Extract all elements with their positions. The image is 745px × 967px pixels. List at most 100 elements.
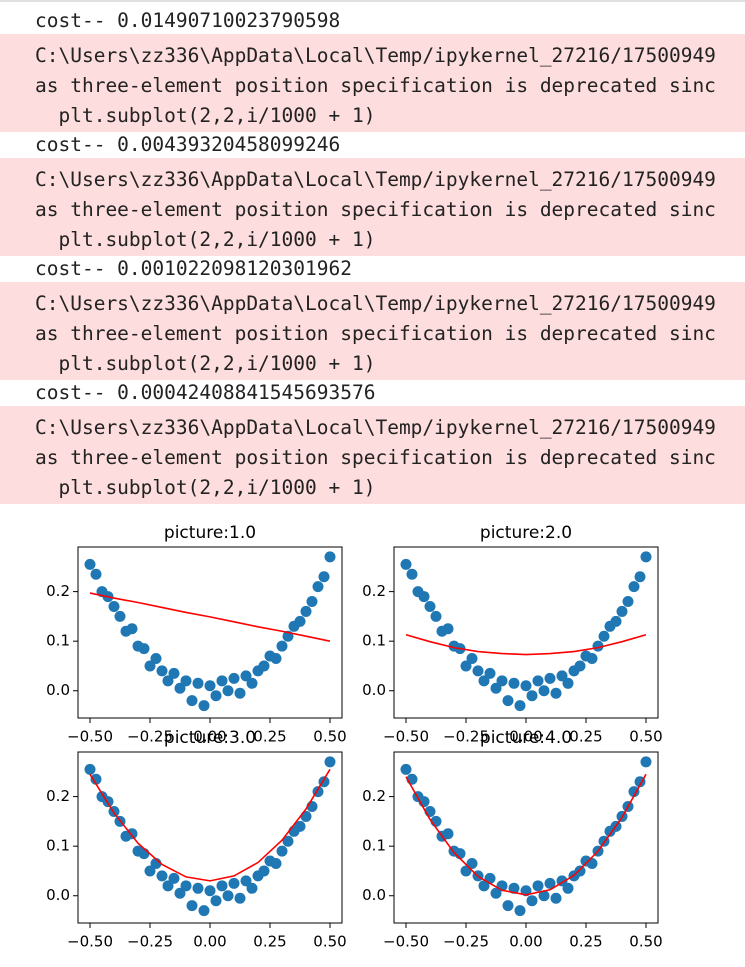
output-line: cost-- 0.00042408841545693576 <box>35 381 376 404</box>
output-line: as three-element position specification … <box>35 322 716 345</box>
x-tick-label: 0.50 <box>313 728 346 746</box>
subplot: picture:1.0 −0.50 −0.25 0.00 0.25 0.50 0.0 0.1 0… <box>46 523 347 746</box>
output-line: as three-element position specification … <box>35 446 716 469</box>
scatter-point <box>90 568 102 580</box>
y-tick-label: 0.2 <box>46 582 70 600</box>
scatter-point <box>294 615 306 627</box>
subplot-title: picture:3.0 <box>164 728 256 748</box>
scatter-point <box>544 877 556 889</box>
scatter-point <box>550 892 562 904</box>
scatter-point <box>216 675 228 687</box>
output-area: cost-- 0.01490710023790598 C:\Users\zz336… <box>0 2 745 504</box>
y-tick-label: 0.1 <box>46 632 70 650</box>
scatter-point <box>270 858 282 870</box>
scatter-point <box>228 672 240 684</box>
scatter-point <box>400 558 412 570</box>
axes-frame <box>77 546 343 719</box>
fit-line <box>405 773 647 896</box>
subplot: picture:2.0 −0.50 −0.25 0.00 0.25 0.50 0.0 0.1 0… <box>362 523 663 746</box>
scatter-point <box>598 630 610 642</box>
output-line: C:\Users\zz336\AppData\Local\Temp/ipyker… <box>35 416 716 439</box>
scatter-point <box>234 892 246 904</box>
scatter-point <box>466 858 478 870</box>
scatter-point <box>174 887 186 899</box>
x-tick-label: −0.25 <box>443 728 489 746</box>
scatter-point <box>496 675 508 687</box>
scatter-point <box>514 905 526 917</box>
scatter-point <box>562 677 574 689</box>
x-tick-label: 0.25 <box>569 728 602 746</box>
output-line: plt.subplot(2,2,i/1000 + 1) <box>35 104 376 127</box>
scatter-point <box>168 667 180 679</box>
x-tick-label: 0.25 <box>253 933 286 951</box>
scatter-point <box>520 680 532 692</box>
figure: picture:1.0 −0.50 −0.25 0.00 0.25 0.50 0.0 0.1 0… <box>46 523 663 951</box>
scatter-point <box>484 667 496 679</box>
x-tick-label: 0.00 <box>193 728 226 746</box>
scatter-point <box>270 653 282 665</box>
x-tick-label: −0.25 <box>127 728 173 746</box>
scatter-point <box>246 882 258 894</box>
scatter-point <box>460 660 472 672</box>
y-tick-label: 0.0 <box>362 681 386 699</box>
x-tick-label: −0.50 <box>67 933 113 951</box>
scatter-point <box>90 773 102 785</box>
scatter-point <box>198 905 210 917</box>
output-line: plt.subplot(2,2,i/1000 + 1) <box>35 352 376 375</box>
output-line: C:\Users\zz336\AppData\Local\Temp/ipyker… <box>35 44 716 67</box>
scatter-point <box>574 660 586 672</box>
fit-line <box>405 633 647 656</box>
scatter-point <box>216 880 228 892</box>
scatter-point <box>144 865 156 877</box>
scatter-point <box>502 900 514 912</box>
scatter-point <box>538 685 550 697</box>
y-tick-label: 0.0 <box>46 886 70 904</box>
scatter-point <box>318 571 330 583</box>
scatter-point <box>532 880 544 892</box>
scatter-point <box>640 551 652 563</box>
scatter-point <box>484 872 496 884</box>
subplot-title: picture:4.0 <box>480 728 572 748</box>
scatter-point <box>556 670 568 682</box>
scatter-point <box>538 890 550 902</box>
scatter-point <box>186 900 198 912</box>
scatter-point <box>186 695 198 707</box>
y-tick-label: 0.1 <box>46 837 70 855</box>
scatter-point <box>108 600 120 612</box>
subplot: picture:4.0 −0.50 −0.25 0.00 0.25 0.50 0.0 0.1 0… <box>362 728 663 951</box>
output-line: plt.subplot(2,2,i/1000 + 1) <box>35 476 376 499</box>
scatter-point <box>222 890 234 902</box>
y-tick-label: 0.1 <box>362 632 386 650</box>
x-tick-label: −0.50 <box>67 728 113 746</box>
scatter-point <box>628 581 640 593</box>
scatter-point <box>622 596 634 608</box>
scatter-point <box>228 877 240 889</box>
scatter-point <box>276 640 288 652</box>
scatter-point <box>628 786 640 798</box>
stdout-output: cost-- 0.001022098120301962 <box>35 256 745 282</box>
scatter-point <box>258 865 270 877</box>
scatter-point <box>514 700 526 712</box>
scatter-point <box>616 605 628 617</box>
scatter-point <box>138 643 150 655</box>
scatter-point <box>562 882 574 894</box>
scatter-point <box>312 581 324 593</box>
scatter-point <box>300 605 312 617</box>
scatter-point <box>430 610 442 622</box>
subplot: picture:3.0 −0.50 −0.25 0.00 0.25 0.50 0.0 0.1 0… <box>46 728 347 951</box>
scatter-point <box>418 591 430 603</box>
scatter-point <box>204 680 216 692</box>
axes-frame <box>77 751 343 924</box>
scatter-point <box>640 756 652 768</box>
fit-line <box>89 768 331 882</box>
stderr-output: C:\Users\zz336\AppData\Local\Temp/ipyker… <box>0 406 745 504</box>
scatter-point <box>526 690 538 702</box>
scatter-point <box>478 880 490 892</box>
scatter-point <box>472 665 484 677</box>
x-tick-label: −0.25 <box>127 933 173 951</box>
scatter-point <box>282 835 294 847</box>
scatter-point <box>114 610 126 622</box>
y-tick-label: 0.2 <box>362 582 386 600</box>
scatter-point <box>300 810 312 822</box>
scatter-point <box>240 670 252 682</box>
